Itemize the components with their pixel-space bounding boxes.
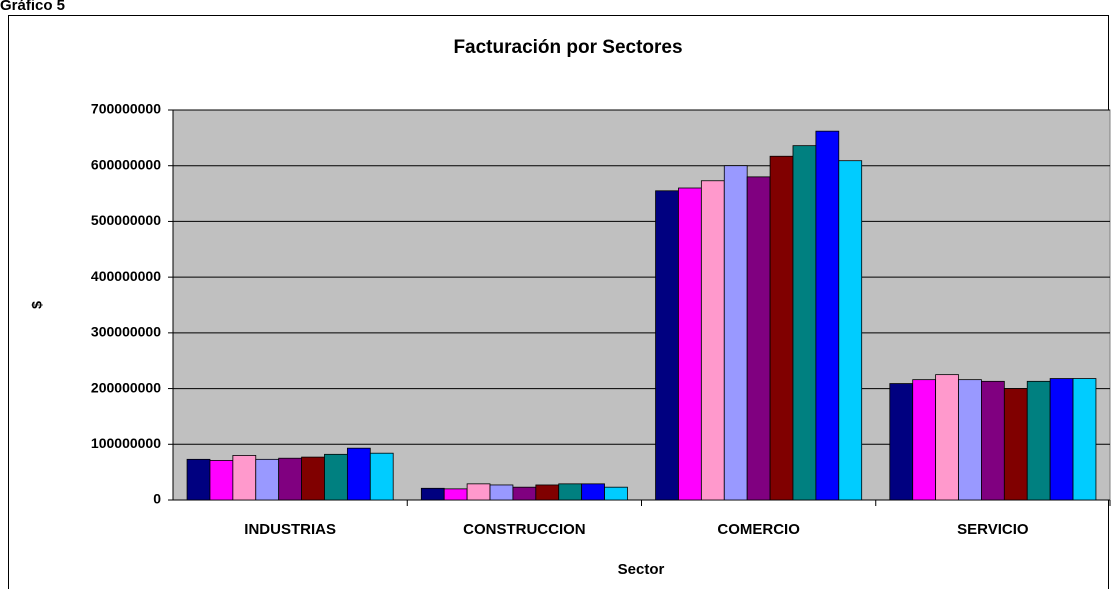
bar — [443, 488, 468, 501]
bar — [678, 187, 702, 501]
bar — [655, 190, 679, 501]
bar — [981, 380, 1005, 501]
bar — [1026, 380, 1051, 501]
x-tick-label: CONSTRUCCION — [463, 521, 586, 538]
bar — [512, 486, 537, 501]
bar — [1003, 388, 1028, 501]
y-tick-label: 200000000 — [91, 379, 161, 395]
bar — [346, 447, 371, 501]
x-axis-label: Sector — [618, 561, 665, 578]
bar — [1072, 378, 1097, 501]
bar — [935, 374, 959, 501]
y-tick-label: 100000000 — [91, 435, 161, 451]
bar — [723, 165, 748, 501]
bar — [792, 145, 817, 501]
bar — [420, 487, 445, 501]
bar — [889, 383, 914, 501]
bar — [278, 457, 302, 501]
bar — [466, 483, 491, 501]
bar — [912, 379, 937, 501]
bar — [324, 453, 348, 501]
y-tick-label: 300000000 — [91, 324, 161, 340]
bar — [232, 455, 257, 501]
x-tick-label: COMERCIO — [717, 521, 800, 538]
y-tick-label: 0 — [153, 491, 161, 507]
bar — [958, 379, 982, 501]
bar — [838, 160, 863, 501]
x-tick-label: INDUSTRIAS — [244, 521, 336, 538]
bar — [489, 484, 514, 501]
x-tick-label: SERVICIO — [957, 521, 1029, 538]
chart-title: Facturación por Sectores — [453, 37, 682, 58]
bar — [604, 486, 628, 501]
bar — [700, 180, 725, 501]
y-axis-label: $ — [29, 301, 45, 309]
bar — [581, 483, 605, 501]
bar — [769, 155, 794, 501]
bar — [255, 458, 280, 501]
y-tick-label: 500000000 — [91, 212, 161, 228]
y-tick-label: 700000000 — [91, 101, 161, 117]
bar — [815, 130, 840, 501]
bar — [209, 460, 234, 501]
y-tick-label: 400000000 — [91, 268, 161, 284]
bar — [369, 452, 394, 501]
bar — [301, 456, 325, 501]
caption: Gráfico 5 — [0, 0, 65, 14]
bar — [535, 484, 560, 501]
bar — [746, 176, 771, 501]
bar — [558, 483, 583, 501]
bar — [1049, 378, 1074, 501]
bar — [186, 458, 211, 501]
y-tick-label: 600000000 — [91, 156, 161, 172]
